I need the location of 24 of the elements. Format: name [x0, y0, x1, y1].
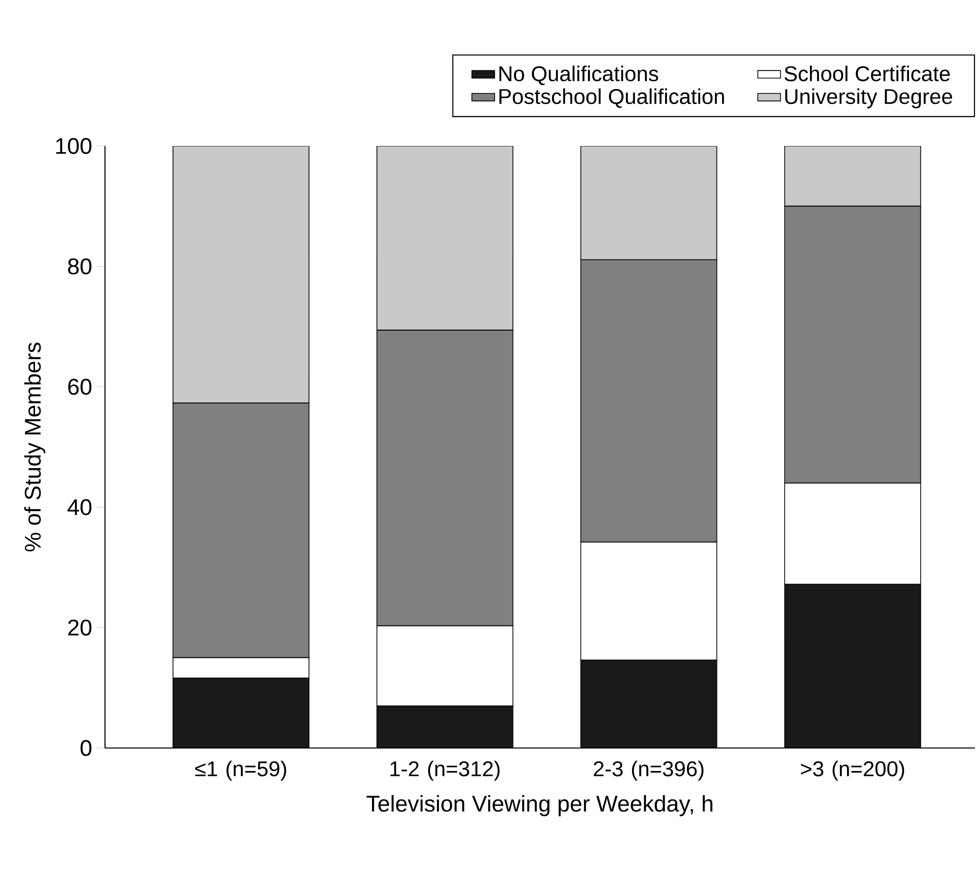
bar [784, 146, 922, 207]
legend-label: Postschool Qualification [499, 88, 724, 108]
bar [172, 146, 310, 404]
y-tick-label: 80 [68, 258, 92, 274]
x-tick-label: 1-2 (n=312) [390, 760, 500, 781]
legend-label: No Qualifications [499, 66, 658, 86]
y-axis-title: % of Study Members [24, 342, 46, 552]
y-tick-label: 20 [68, 620, 92, 636]
legend-label: School Certificate [784, 66, 950, 82]
bar [376, 146, 514, 331]
bar [376, 705, 514, 748]
x-tick-label: >3 (n=200) [800, 760, 904, 781]
x-tick-label: ≤1 (n=59) [195, 760, 286, 781]
y-tick-label: 60 [68, 378, 92, 395]
y-tick-label: 40 [68, 499, 92, 516]
y-tick-label: 0 [80, 740, 92, 756]
x-tick-label: 2-3 (n=396) [594, 760, 704, 781]
bar [580, 146, 718, 260]
y-tick-label: 100 [56, 138, 92, 154]
bar [580, 660, 718, 748]
legend-label: University Degree [785, 88, 952, 108]
bar [784, 584, 922, 748]
bar [172, 678, 310, 748]
x-axis-title: Television Viewing per Weekday, h [366, 795, 712, 816]
